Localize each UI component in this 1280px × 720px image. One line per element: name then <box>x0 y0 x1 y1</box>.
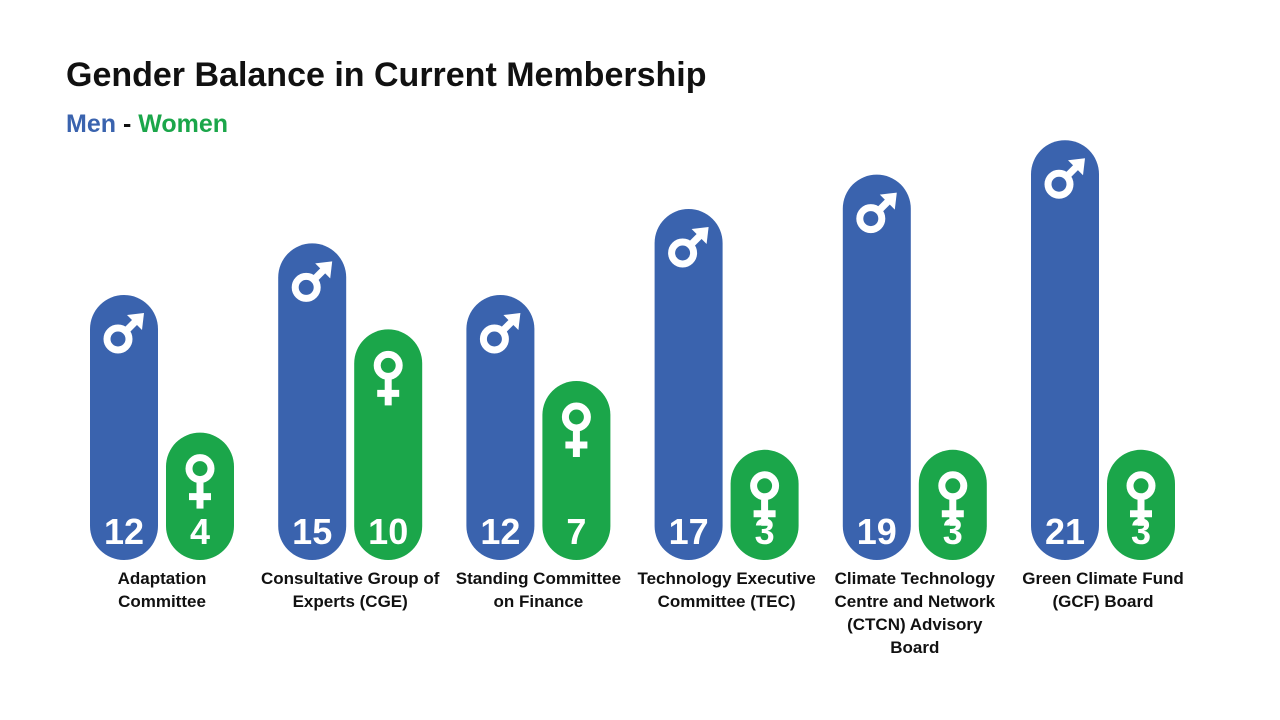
female-icon <box>1126 471 1156 501</box>
bar <box>542 381 611 560</box>
bar <box>354 329 423 560</box>
category-label: Technology Executive Committee (TEC) <box>637 569 816 611</box>
category-label: Green Climate Fund (GCF) Board <box>1022 569 1184 611</box>
male-icon <box>856 204 886 234</box>
male-icon <box>127 313 144 330</box>
value-label: 10 <box>368 511 408 552</box>
value-label: 21 <box>1045 511 1085 552</box>
male-icon <box>291 272 321 302</box>
value-label: 12 <box>480 511 520 552</box>
legend: Men - Women <box>66 110 228 139</box>
value-label: 19 <box>857 511 897 552</box>
value-label: 7 <box>566 511 586 552</box>
bar <box>842 174 911 560</box>
category-label: Standing Committee on Finance <box>455 569 622 611</box>
legend-separator: - <box>122 110 132 138</box>
value-label: 15 <box>292 511 332 552</box>
bar <box>654 209 723 560</box>
category-label: Climate Technology Centre and Network (C… <box>834 569 996 657</box>
male-icon <box>479 324 509 354</box>
female-icon <box>750 471 780 501</box>
legend-entry: Men <box>66 110 116 138</box>
bar <box>90 295 158 560</box>
chart-title: Gender Balance in Current Membership <box>66 56 707 94</box>
value-label: 12 <box>104 511 144 552</box>
category-label: Adaptation Committee <box>117 569 207 611</box>
male-icon <box>668 238 698 268</box>
male-icon <box>691 227 709 244</box>
female-icon <box>185 454 215 484</box>
male-icon <box>103 324 133 354</box>
bar <box>278 243 347 560</box>
value-label: 3 <box>943 511 963 552</box>
female-icon <box>938 471 968 501</box>
category-label: Consultative Group of Experts (CGE) <box>260 569 440 611</box>
female-icon <box>561 402 591 432</box>
male-icon <box>503 313 521 330</box>
male-icon <box>1068 158 1085 176</box>
female-icon <box>373 350 403 380</box>
value-label: 17 <box>669 511 709 552</box>
value-label: 4 <box>190 511 210 552</box>
male-icon <box>879 192 897 210</box>
bar <box>1031 140 1099 560</box>
value-label: 3 <box>755 511 775 552</box>
male-icon <box>315 261 333 279</box>
legend-entry: Women <box>138 110 229 138</box>
value-label: 3 <box>1131 511 1151 552</box>
male-icon <box>1044 169 1074 199</box>
bar <box>466 295 535 560</box>
